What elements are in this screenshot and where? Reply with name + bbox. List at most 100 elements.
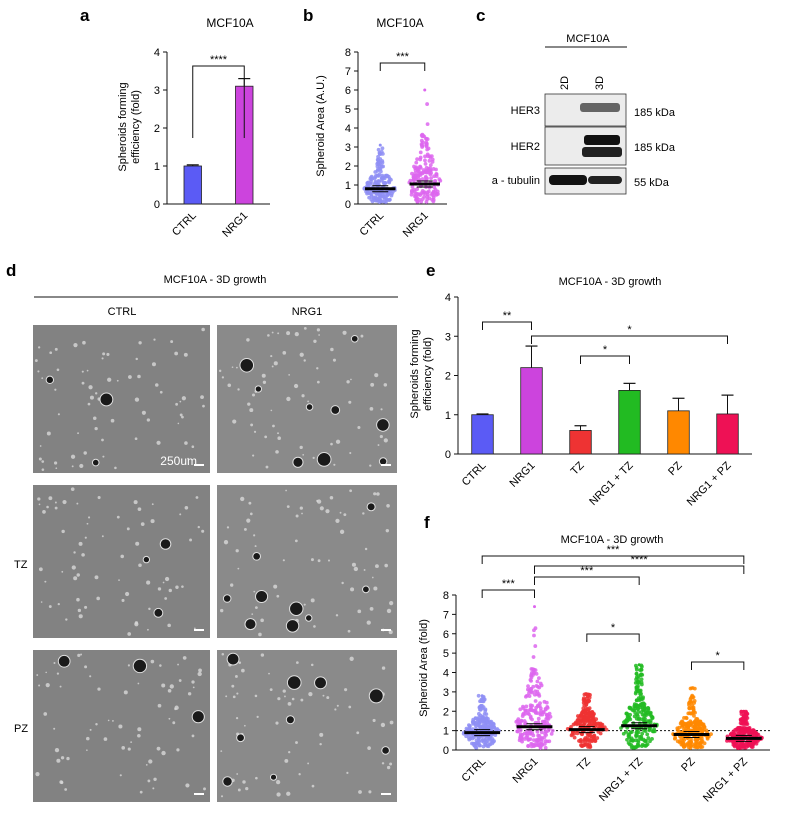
cell-speck: [386, 765, 391, 770]
data-point-nrg1: [425, 194, 430, 199]
spheroid-blob: [269, 773, 278, 781]
cell-speck: [145, 764, 148, 766]
y-tick-label: 0: [345, 199, 351, 211]
data-point-nrg1: [532, 633, 536, 638]
x-tick-label-pz: PZ: [679, 755, 698, 774]
data-point-nrg1: [429, 154, 434, 158]
cell-speck: [40, 601, 43, 603]
cell-speck: [54, 747, 60, 753]
cell-speck: [179, 513, 182, 516]
cell-speck: [89, 728, 92, 731]
data-point-pz: [681, 743, 686, 748]
y-tick-label: 2: [154, 123, 160, 135]
cell-speck: [301, 394, 305, 398]
data-point-ctrl: [475, 741, 480, 745]
data-point-nrg1: [530, 703, 535, 708]
microscopy-col-ctrl: CTRL: [108, 306, 137, 318]
cell-speck: [73, 576, 78, 581]
cell-speck: [177, 422, 180, 425]
cell-speck: [300, 698, 304, 702]
cell-speck: [288, 751, 291, 754]
data-point-ctrl: [487, 742, 492, 747]
cell-speck: [286, 331, 291, 336]
cell-speck: [191, 680, 195, 684]
significance-bracket-label: ***: [396, 51, 410, 63]
data-point-nrg1-tz: [636, 676, 640, 681]
data-point-tz: [578, 723, 583, 728]
data-point-nrg1: [438, 178, 443, 183]
data-point-ctrl: [484, 724, 489, 729]
data-point-pz: [680, 724, 684, 729]
data-point-nrg1: [425, 154, 430, 159]
cell-speck: [251, 613, 254, 615]
cell-speck: [370, 382, 375, 387]
data-point-nrg1: [546, 717, 551, 721]
cell-speck: [86, 522, 89, 525]
cell-speck: [270, 409, 273, 412]
data-point-ctrl: [379, 164, 384, 169]
y-tick-label: 7: [345, 66, 351, 78]
data-point-nrg1: [541, 710, 546, 715]
cell-speck: [282, 351, 287, 355]
spheroid-blob: [362, 585, 370, 594]
cell-speck: [276, 594, 280, 598]
micrograph-tile: [217, 325, 397, 473]
cell-speck: [312, 456, 315, 460]
data-point-pz: [705, 735, 710, 740]
cell-speck: [37, 497, 41, 501]
cell-speck: [134, 437, 138, 441]
cell-speck: [120, 554, 125, 559]
data-point-pz: [690, 703, 695, 708]
data-point-nrg1: [409, 188, 414, 193]
cell-speck: [319, 742, 322, 746]
data-point-nrg1: [550, 728, 555, 733]
blot-lane-3d: 3D: [594, 76, 606, 90]
cell-speck: [46, 431, 51, 436]
cell-speck: [249, 408, 254, 413]
spheroid-blob: [366, 502, 376, 512]
x-tick-label-nrg1-tz: NRG1 + TZ: [597, 755, 646, 804]
data-point-tz: [585, 743, 590, 748]
cell-speck: [38, 567, 43, 572]
cell-speck: [218, 369, 222, 373]
cell-speck: [95, 722, 98, 726]
data-point-nrg1: [428, 172, 433, 177]
cell-speck: [184, 441, 188, 445]
data-point-ctrl: [480, 714, 485, 719]
cell-speck: [133, 500, 138, 505]
cell-speck: [34, 359, 38, 363]
data-point-pz: [687, 706, 692, 711]
data-point-ctrl: [375, 157, 380, 162]
data-point-nrg1-pz: [744, 727, 748, 731]
cell-speck: [152, 787, 155, 790]
data-point-tz: [591, 719, 596, 724]
y-tick-label: 4: [443, 668, 449, 680]
data-point-ctrl: [478, 707, 483, 712]
cell-speck: [273, 361, 278, 366]
panel-f-title: MCF10A - 3D growth: [561, 534, 664, 546]
data-point-nrg1: [532, 628, 536, 633]
data-point-ctrl: [383, 181, 388, 185]
cell-speck: [231, 684, 235, 688]
cell-speck: [230, 583, 234, 587]
data-point-nrg1-tz: [641, 737, 646, 742]
cell-speck: [322, 694, 325, 697]
cell-speck: [220, 750, 223, 753]
data-point-nrg1-tz: [624, 730, 628, 734]
cell-speck: [39, 445, 42, 447]
cell-speck: [366, 620, 371, 625]
cell-speck: [102, 352, 106, 356]
y-tick-label: 2: [445, 371, 451, 383]
cell-speck: [319, 506, 324, 511]
cell-speck: [250, 423, 254, 427]
cell-speck: [384, 563, 388, 568]
y-tick-label: 0: [154, 199, 160, 211]
data-point-nrg1: [535, 729, 540, 734]
cell-speck: [386, 608, 392, 614]
cell-speck: [148, 607, 151, 611]
data-point-nrg1-tz: [634, 671, 639, 676]
cell-speck: [162, 581, 165, 584]
panel-a-ylabel-line1: Spheroids forming: [117, 82, 129, 171]
cell-speck: [94, 427, 98, 431]
cell-speck: [235, 717, 239, 720]
